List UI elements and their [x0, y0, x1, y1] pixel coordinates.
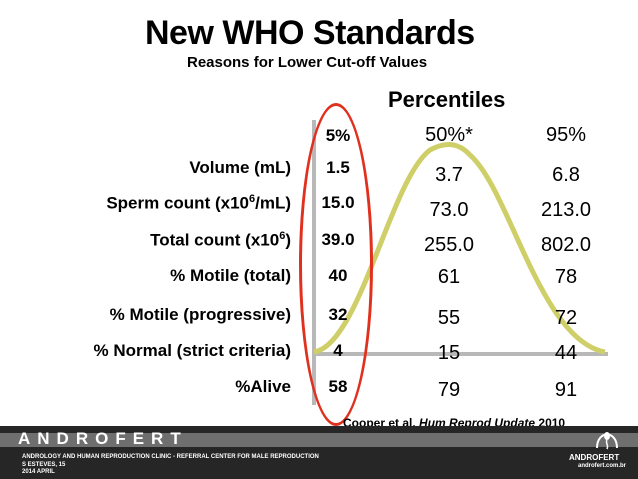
percentiles-heading: Percentiles — [388, 87, 506, 112]
row-motile-total-p50: 61 — [437, 266, 461, 288]
row-label-motile-total: % Motile (total) — [170, 266, 291, 285]
row-sperm-count-p95: 213.0 — [540, 199, 592, 221]
row-motile-progressive-p95: 72 — [554, 307, 578, 329]
row-total-count-p5: 39.0 — [321, 230, 355, 249]
footer-brand: ANDROFERT — [18, 429, 188, 448]
row-motile-progressive-p5: 32 — [328, 305, 348, 324]
row-sperm-count-p50: 73.0 — [429, 199, 469, 221]
header-95pct: 95% — [545, 124, 587, 146]
slide-title: New WHO Standards — [145, 14, 475, 52]
sperm-logo-icon — [596, 432, 618, 450]
row-motile-progressive-p50: 55 — [437, 307, 461, 329]
row-motile-total-p95: 78 — [554, 266, 578, 288]
row-normal-strict-p5: 4 — [333, 341, 343, 360]
row-volume-p95: 6.8 — [552, 164, 580, 186]
row-total-count-p50: 255.0 — [423, 234, 475, 256]
footer-author-line: S ESTEVES, 15 — [22, 462, 66, 468]
highlight-ellipse — [299, 103, 373, 426]
row-volume-p5: 1.5 — [326, 158, 350, 177]
row-alive-p5: 58 — [328, 377, 348, 396]
footer-clinic-line: ANDROLOGY AND HUMAN REPRODUCTION CLINIC … — [22, 454, 319, 460]
header-50pct: 50%* — [425, 124, 473, 146]
row-alive-p50: 79 — [437, 379, 461, 401]
row-motile-total-p5: 40 — [328, 266, 348, 285]
row-label-normal-strict: % Normal (strict criteria) — [93, 341, 291, 360]
row-normal-strict-p95: 44 — [554, 342, 578, 364]
row-total-count-p95: 802.0 — [540, 234, 592, 256]
row-label-motile-progressive: % Motile (progressive) — [109, 305, 291, 324]
row-label-alive: %Alive — [235, 377, 291, 396]
footer-date-line: 2014 APRIL — [22, 469, 55, 475]
header-5pct: 5% — [325, 126, 351, 145]
footer-band — [0, 433, 638, 447]
logo-name: ANDROFERT — [569, 453, 620, 462]
row-label-total-count: Total count (x106) — [150, 230, 291, 250]
row-volume-p50: 3.7 — [435, 164, 463, 186]
row-sperm-count-p5: 15.0 — [321, 193, 355, 212]
logo-url: androfert.com.br — [578, 463, 627, 469]
row-label-sperm-count: Sperm count (x106/mL) — [106, 193, 291, 213]
slide-subtitle: Reasons for Lower Cut-off Values — [187, 54, 428, 71]
row-label-volume: Volume (mL) — [189, 158, 291, 177]
row-alive-p95: 91 — [554, 379, 578, 401]
row-normal-strict-p50: 15 — [437, 342, 461, 364]
